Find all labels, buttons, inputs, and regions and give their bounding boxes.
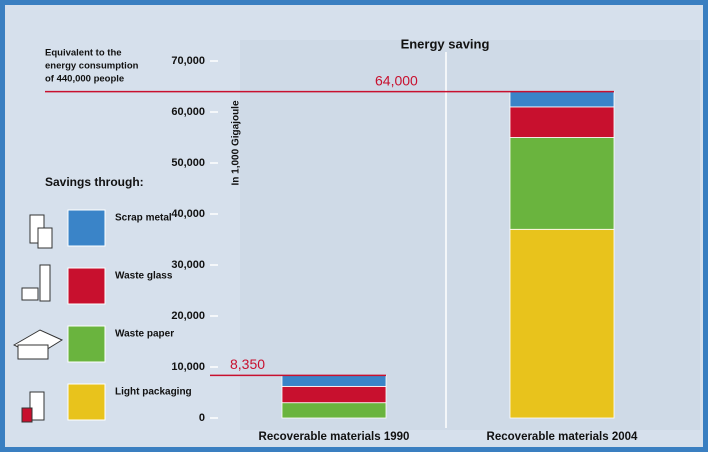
annotation: of 440,000 people bbox=[45, 74, 124, 85]
y-tick-label: 50,000 bbox=[171, 157, 205, 169]
legend-title: Savings through: bbox=[45, 175, 144, 189]
legend-swatch bbox=[67, 267, 106, 305]
total-label: 64,000 bbox=[375, 72, 418, 88]
x-tick-label: Recoverable materials 2004 bbox=[487, 431, 638, 443]
y-tick-label: 0 bbox=[199, 412, 205, 424]
y-tick-label: 30,000 bbox=[171, 259, 205, 271]
bar-segment bbox=[281, 402, 387, 419]
annotation: energy consumption bbox=[45, 61, 139, 72]
y-tick-label: 20,000 bbox=[171, 310, 205, 322]
y-axis-label: In 1,000 Gigajoule bbox=[231, 100, 242, 185]
legend-swatch bbox=[67, 325, 106, 363]
bar-segment bbox=[281, 375, 387, 387]
y-tick-label: 10,000 bbox=[171, 361, 205, 373]
legend-label: Waste paper bbox=[115, 329, 174, 340]
y-tick-label: 60,000 bbox=[171, 106, 205, 118]
legend-label: Light packaging bbox=[115, 387, 192, 398]
legend-swatch bbox=[67, 383, 106, 421]
legend-swatch bbox=[67, 209, 106, 247]
bar-segment bbox=[281, 385, 387, 404]
bar-segment bbox=[509, 106, 615, 138]
total-label: 8,350 bbox=[230, 356, 265, 372]
legend-label: Waste glass bbox=[115, 271, 173, 282]
annotation: Equivalent to the bbox=[45, 48, 122, 59]
x-tick-label: Recoverable materials 1990 bbox=[259, 431, 410, 443]
bar-segment bbox=[509, 228, 615, 419]
legend-label: Scrap metal bbox=[115, 213, 172, 224]
icons bbox=[12, 214, 64, 423]
y-tick-label: 40,000 bbox=[171, 208, 205, 220]
chart-title: Energy saving bbox=[401, 36, 490, 51]
bar-segment bbox=[509, 137, 615, 230]
y-tick-label: 70,000 bbox=[171, 55, 205, 67]
bar-segment bbox=[509, 91, 615, 108]
photo-backdrop bbox=[240, 40, 700, 430]
